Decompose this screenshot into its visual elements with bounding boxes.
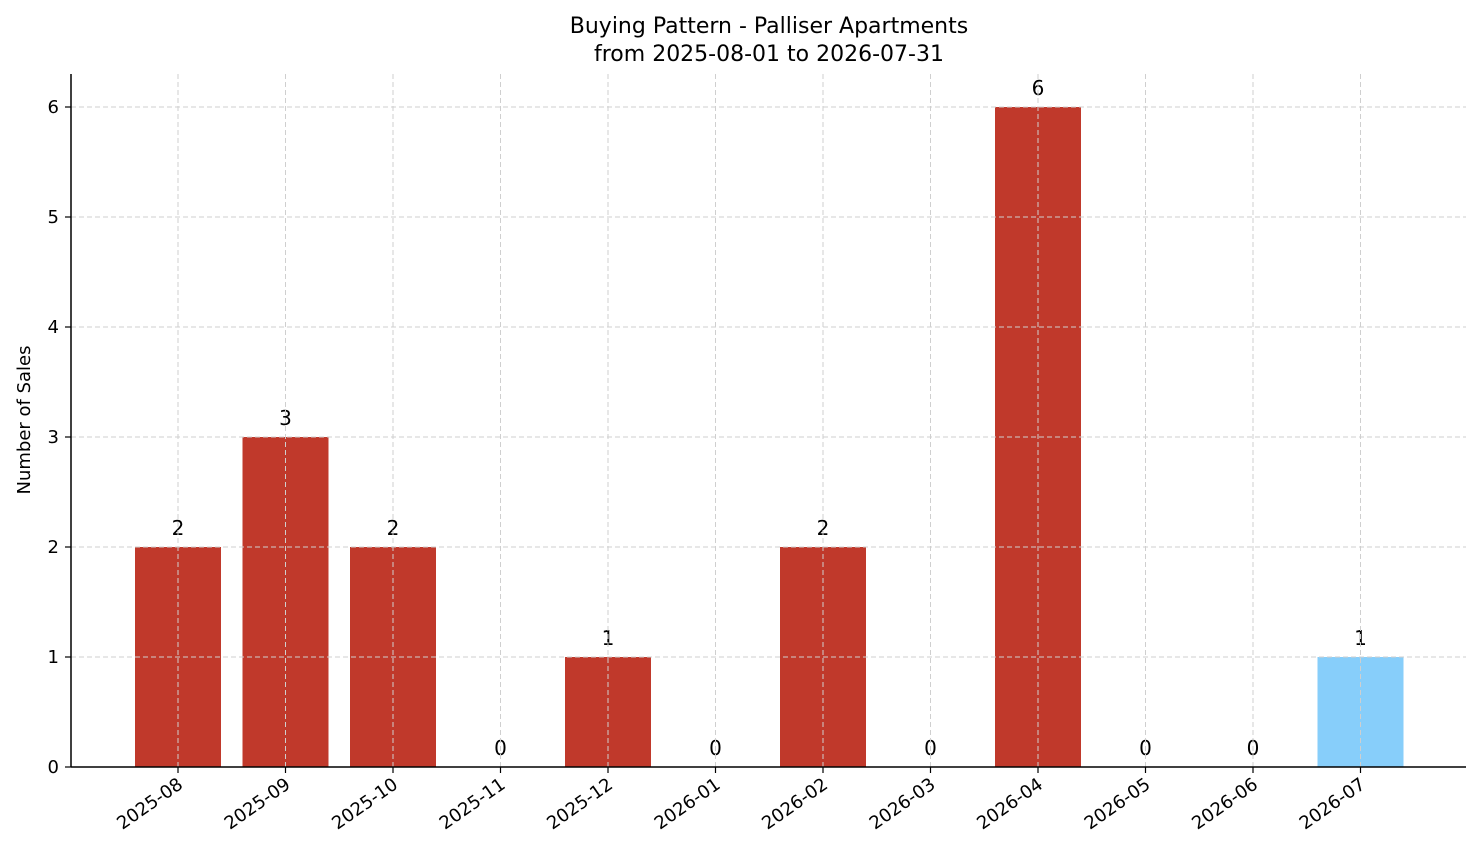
- bar-value-label: 6: [1032, 76, 1045, 100]
- y-tick-labels: 0 1 2 3 4 5 6: [48, 97, 71, 778]
- chart-title: Buying Pattern - Palliser Apartments: [570, 14, 968, 39]
- y-tick-label: 3: [48, 427, 59, 448]
- x-tick-label: 2025-11: [436, 774, 510, 834]
- y-tick-label: 6: [48, 97, 59, 118]
- x-tick-labels: 2025-08 2025-09 2025-10 2025-11 2025-12 2026-…: [113, 767, 1369, 834]
- bar-value-label: 2: [387, 516, 400, 540]
- bar-value-label: 2: [172, 516, 185, 540]
- x-tick-label: 2026-07: [1296, 774, 1370, 834]
- x-tick-label: 2025-10: [328, 774, 402, 834]
- x-tick-label: 2025-08: [113, 774, 187, 834]
- x-tick-label: 2026-05: [1081, 774, 1155, 834]
- x-tick-label: 2026-01: [651, 774, 725, 834]
- x-tick-label: 2026-06: [1188, 774, 1262, 834]
- x-tick-label: 2025-12: [543, 774, 617, 834]
- axes: [70, 74, 1466, 768]
- x-tick-label: 2026-04: [973, 774, 1047, 834]
- chart-subtitle: from 2025-08-01 to 2026-07-31: [594, 42, 944, 67]
- y-tick-label: 2: [48, 537, 59, 558]
- y-tick-label: 4: [48, 317, 59, 338]
- x-tick-label: 2026-02: [758, 774, 832, 834]
- x-tick-label: 2025-09: [221, 774, 295, 834]
- x-tick-label: 2026-03: [866, 774, 940, 834]
- y-tick-label: 1: [48, 647, 59, 668]
- y-tick-label: 0: [48, 757, 59, 778]
- y-axis-label: Number of Sales: [14, 345, 35, 494]
- y-tick-label: 5: [48, 207, 59, 228]
- bar-value-label: 2: [817, 516, 830, 540]
